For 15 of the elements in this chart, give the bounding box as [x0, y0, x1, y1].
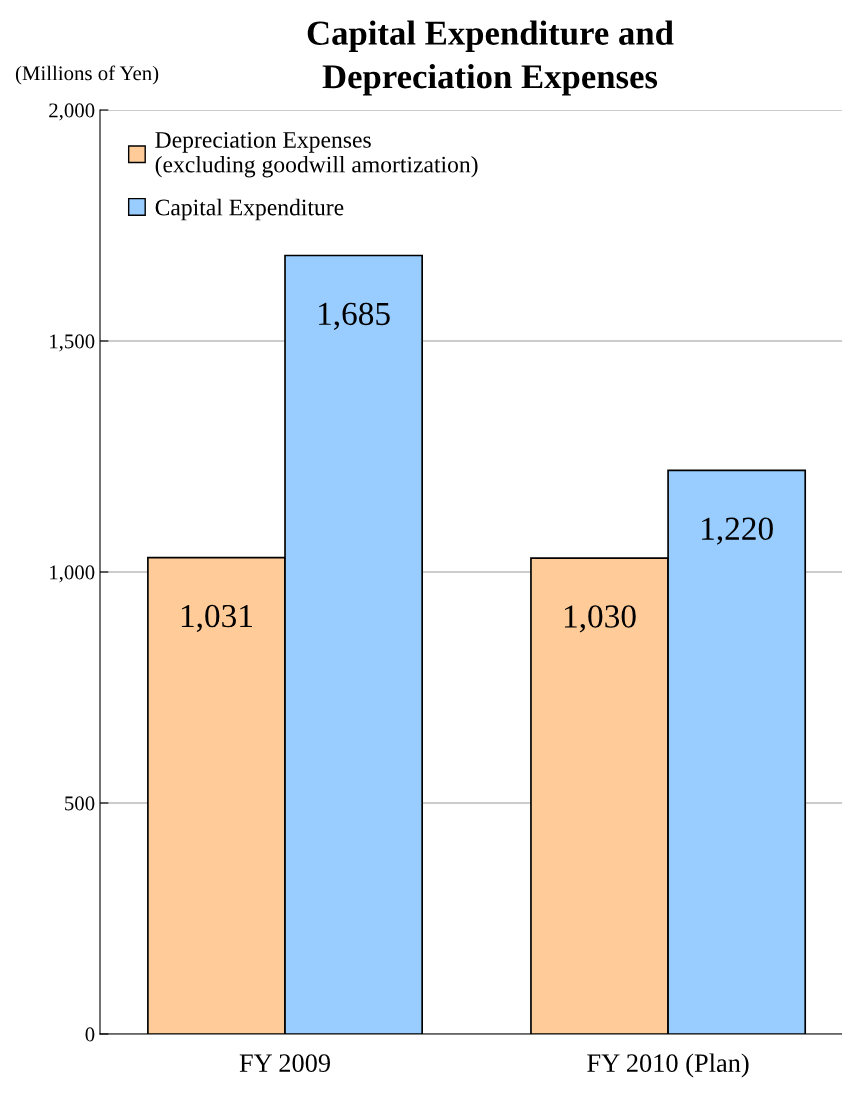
x-tick-label: FY 2009: [239, 1054, 330, 1073]
data-label: 1,685: [319, 302, 390, 330]
data-label: 1,030: [564, 605, 636, 633]
data-label: 1,031: [181, 604, 252, 633]
legend-label: Depreciation Expenses (excluding goodwill amortization): [155, 132, 478, 178]
y-tick-label: 2,000: [49, 103, 95, 121]
y-axis-title: (Millions of Yen): [15, 65, 159, 85]
y-tick-label: 1,000: [50, 565, 95, 583]
y-tick-label: 0: [85, 1027, 95, 1042]
legend-label: Capital Expenditure: [155, 198, 344, 221]
chart-title: Capital Expenditure and Depreciation Expenses: [307, 20, 674, 96]
x-tick-label: FY 2010 (Plan): [587, 1053, 749, 1078]
y-tick-label: 1,500: [50, 334, 95, 352]
y-tick-label: 500: [65, 796, 95, 811]
data-label: 1,220: [702, 517, 773, 545]
